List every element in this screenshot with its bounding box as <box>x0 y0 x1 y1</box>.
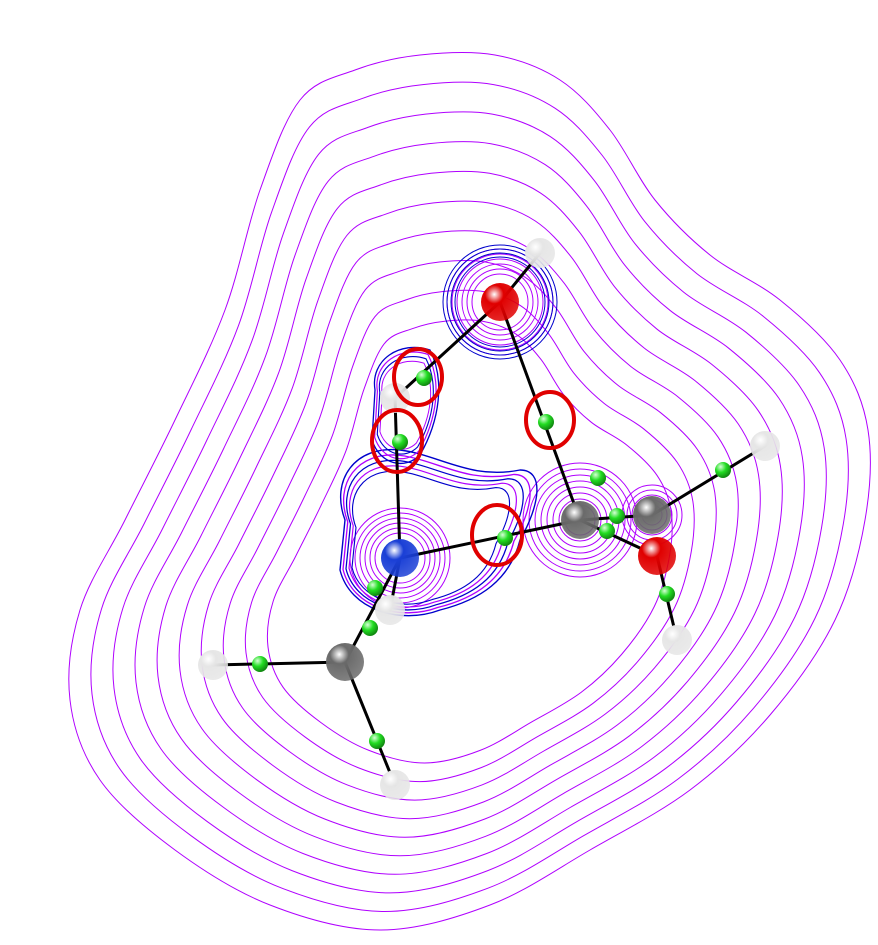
bond-path <box>393 396 402 560</box>
outer-contour-line <box>244 289 695 783</box>
bond-critical-point <box>392 434 408 450</box>
hydrogen-atom <box>380 383 410 413</box>
bond-critical-point <box>538 414 554 430</box>
outer-contour-line <box>68 51 871 931</box>
carbon-atom <box>561 501 599 539</box>
carbon-core-contour <box>552 492 608 548</box>
carbon-atom <box>633 496 671 534</box>
hydrogen-atom <box>750 431 780 461</box>
bond-critical-point <box>497 530 513 546</box>
nitrogen-valence-contour <box>339 448 538 617</box>
bond-critical-point <box>609 508 625 524</box>
bond-path <box>398 518 582 560</box>
bond-critical-point <box>367 580 383 596</box>
hydrogen-atom <box>198 650 228 680</box>
nitrogen-valence-contour <box>348 465 517 608</box>
bond-path <box>393 300 502 400</box>
oxygen-core-contour <box>446 248 554 356</box>
highlight-circle <box>370 408 424 474</box>
oxygen-core-contour <box>456 258 544 346</box>
outer-contour-line <box>134 141 805 875</box>
bond-critical-point <box>590 470 606 486</box>
oxygen-core-contour <box>471 273 529 331</box>
bond-critical-point <box>362 620 378 636</box>
oxygen-core-contour <box>466 268 534 336</box>
outer-contour-line <box>156 170 783 857</box>
outer-density-contours <box>68 51 871 931</box>
bond-path <box>498 300 582 522</box>
bond-path <box>211 660 347 667</box>
oxygen-atom <box>638 537 676 575</box>
nitrogen-valence-contour <box>342 454 531 614</box>
highlight-circles <box>370 347 576 567</box>
bond-critical-point <box>369 733 385 749</box>
highlight-circle <box>470 503 524 567</box>
oxygen-atom <box>481 283 519 321</box>
bond-path <box>343 556 402 664</box>
atoms <box>198 238 780 800</box>
carbon-core-contour <box>534 474 626 566</box>
oxygen-core-contour <box>450 252 550 352</box>
outer-contour-line <box>200 230 739 820</box>
highlight-circle <box>392 347 444 407</box>
nitrogen-atom <box>381 539 419 577</box>
outer-contour-line <box>90 81 849 913</box>
oxygen-core-contour <box>451 253 549 351</box>
nitrogen-valence-contour <box>351 470 511 605</box>
hydrogen-bridge-contour <box>371 346 440 464</box>
highlight-circle <box>524 390 576 450</box>
hydrogen-atom <box>662 625 692 655</box>
outer-contour-line <box>266 319 673 764</box>
bond-path <box>343 660 397 787</box>
bond-critical-point <box>715 462 731 478</box>
bond-critical-points <box>252 370 731 749</box>
hydrogen-atom <box>375 595 405 625</box>
carbon-core-contour <box>528 468 632 572</box>
bond-path <box>650 444 767 517</box>
hydrogen-atom <box>380 770 410 800</box>
bond-critical-point <box>416 370 432 386</box>
outer-contour-line <box>178 200 761 838</box>
carbon-atom <box>326 643 364 681</box>
hydrogen-bridge-contour <box>374 351 437 460</box>
oxygen-core-contour <box>461 263 539 341</box>
hydrogen-atom <box>525 238 555 268</box>
bond-critical-point <box>252 656 268 672</box>
oxygen-core-contour <box>442 244 558 360</box>
oxygen-core-contour <box>454 256 546 348</box>
outer-contour-line <box>112 111 827 894</box>
bond-critical-point <box>599 523 615 539</box>
bond-critical-point <box>659 586 675 602</box>
